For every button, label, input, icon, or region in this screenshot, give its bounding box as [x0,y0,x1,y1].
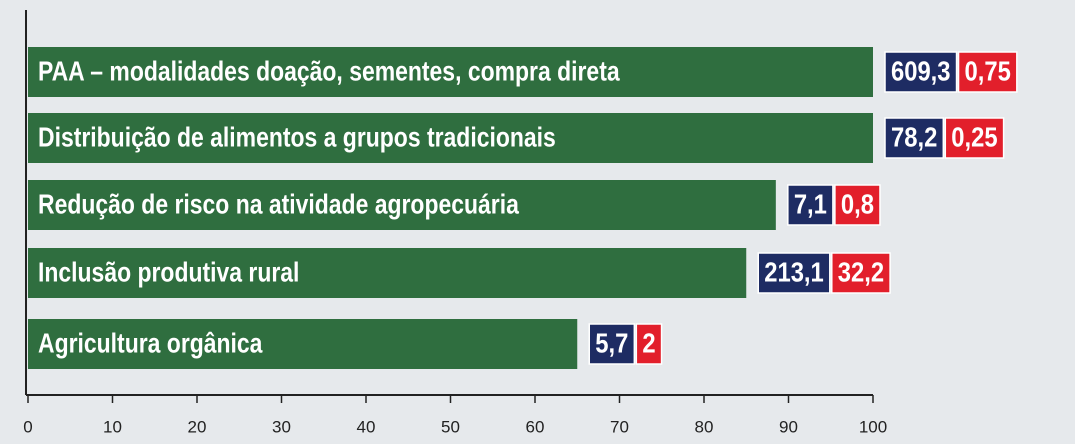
bar-label: Inclusão produtiva rural [38,257,299,288]
value-box: 0,75 [957,51,1018,93]
x-tick-label: 30 [272,417,291,436]
value-label: 609,3 [891,55,951,87]
value-box: 0,8 [834,184,881,226]
bar [28,248,747,298]
x-tick-label: 10 [103,417,122,436]
bar [28,180,776,230]
value-box-bg [635,323,663,365]
value-box: 2 [635,323,663,365]
value-label: 213,1 [764,256,824,288]
value-label: 78,2 [891,121,937,153]
x-tick-label: 60 [526,417,545,436]
value-box: 32,2 [831,252,891,294]
value-label: 5,7 [595,327,628,359]
value-label: 0,25 [951,121,997,153]
value-label: 32,2 [838,256,884,288]
value-label: 2 [642,327,655,359]
value-label: 0,75 [965,55,1011,87]
x-tick-label: 80 [695,417,714,436]
bar-label: Redução de risco na atividade agropecuár… [38,189,520,220]
bar [28,113,873,163]
value-box-bg [884,117,945,159]
value-box: 7,1 [787,184,834,226]
x-tick-label: 50 [441,417,460,436]
x-tick-label: 90 [779,417,798,436]
value-label: 0,8 [841,188,874,220]
bar-label: PAA – modalidades doação, sementes, comp… [38,56,620,87]
value-box-bg [834,184,881,226]
x-tick-label: 100 [859,417,887,436]
value-box-bg [944,117,1005,159]
bar [28,47,873,97]
value-box: 213,1 [757,252,831,294]
value-label: 7,1 [794,188,827,220]
value-box: 78,2 [884,117,945,159]
value-box: 5,7 [588,323,636,365]
value-box-bg [957,51,1018,93]
bar [28,319,578,369]
value-box-bg [884,51,958,93]
x-tick-label: 20 [188,417,207,436]
value-box-bg [757,252,831,294]
bar-label: Agricultura orgânica [38,328,263,359]
value-box-bg [831,252,891,294]
x-tick-label: 40 [357,417,376,436]
x-tick-label: 0 [23,417,32,436]
x-tick-label: 70 [610,417,629,436]
value-box-bg [787,184,834,226]
value-box: 0,25 [944,117,1005,159]
value-box-bg [588,323,636,365]
bar-label: Distribuição de alimentos a grupos tradi… [38,122,556,153]
value-box: 609,3 [884,51,958,93]
